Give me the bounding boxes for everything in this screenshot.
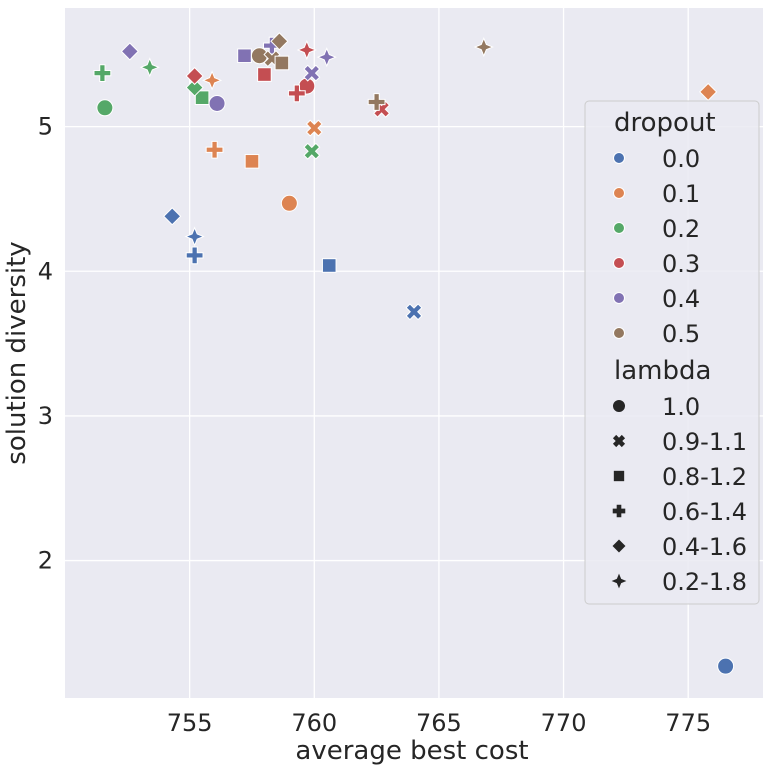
legend-hue-marker <box>613 187 625 199</box>
data-point <box>184 226 205 247</box>
legend-hue-marker <box>613 292 625 304</box>
legend-hue-marker <box>613 152 625 164</box>
y-tick-label: 3 <box>38 402 53 430</box>
data-point <box>296 39 317 61</box>
legend-hue-label: 0.2 <box>662 215 700 243</box>
tick-labels: 755 760 765 770 775 2 3 4 5 <box>38 113 711 737</box>
data-point <box>244 154 260 169</box>
data-point <box>208 94 226 112</box>
legend-style-marker <box>613 470 625 482</box>
legend-style-marker <box>612 434 626 448</box>
data-point <box>305 119 323 137</box>
data-point <box>303 142 321 160</box>
data-point <box>194 90 210 105</box>
x-tick-label: 765 <box>416 709 462 737</box>
data-point <box>185 78 204 97</box>
data-point <box>699 82 718 102</box>
data-point <box>139 57 160 78</box>
legend-hue-label: 0.1 <box>662 180 700 208</box>
data-point <box>367 93 386 111</box>
data-point <box>287 84 306 103</box>
x-tick-label: 755 <box>167 709 213 737</box>
x-axis-label: average best cost <box>295 736 528 765</box>
data-point <box>185 246 204 265</box>
legend-hue-label: 0.0 <box>662 145 700 173</box>
legend-style-label: 0.2-1.8 <box>662 568 747 596</box>
legend-box <box>584 100 760 605</box>
x-tick-label: 760 <box>291 709 337 737</box>
legend-hue-entries: 0.0 0.1 0.2 0.3 0.4 0.5 <box>613 145 700 348</box>
y-tick-label: 4 <box>38 257 53 285</box>
x-tick-label: 770 <box>541 709 587 737</box>
y-tick-label: 2 <box>38 547 53 575</box>
legend-title-lambda: lambda <box>614 356 711 386</box>
legend: dropout 0.0 0.1 0.2 0.3 0.4 0.5 lambda 1.0 0.9… <box>584 100 760 605</box>
data-point <box>237 48 252 64</box>
legend-hue-label: 0.3 <box>662 250 700 278</box>
legend-style-label: 0.6-1.4 <box>662 498 747 526</box>
data-point <box>270 32 289 51</box>
legend-style-marker <box>611 573 627 589</box>
legend-hue-marker <box>613 257 625 269</box>
data-point <box>163 207 182 226</box>
legend-style-label: 0.9-1.1 <box>662 428 747 456</box>
data-point <box>201 70 223 91</box>
legend-style-label: 0.4-1.6 <box>662 533 747 561</box>
data-point <box>405 303 423 321</box>
y-tick-label: 5 <box>38 113 53 141</box>
data-point <box>280 194 298 212</box>
data-point <box>473 36 494 58</box>
legend-hue-label: 0.5 <box>662 320 700 348</box>
legend-style-label: 1.0 <box>662 393 700 421</box>
data-point <box>257 67 272 82</box>
legend-title-dropout: dropout <box>614 108 716 138</box>
data-points <box>93 32 735 675</box>
legend-style-marker <box>613 400 625 412</box>
data-point <box>303 64 321 82</box>
data-point <box>185 66 204 86</box>
legend-style-marker <box>612 504 626 518</box>
legend-hue-marker <box>613 327 625 339</box>
y-axis-label: solution diversity <box>2 241 32 464</box>
data-point <box>93 64 112 82</box>
legend-hue-marker <box>613 222 625 234</box>
legend-style-label: 0.8-1.2 <box>662 463 747 491</box>
data-point <box>96 99 114 117</box>
data-point <box>274 55 290 71</box>
data-point <box>120 42 139 61</box>
data-point <box>717 657 735 675</box>
data-point <box>321 258 337 273</box>
legend-style-marker <box>612 539 626 553</box>
x-tick-label: 775 <box>665 709 711 737</box>
legend-style-entries: 1.0 0.9-1.1 0.8-1.2 0.6-1.4 0.4-1.6 0.2-1.8 <box>611 393 747 596</box>
data-point <box>205 140 224 159</box>
legend-hue-label: 0.4 <box>662 285 700 313</box>
data-point <box>316 47 337 68</box>
